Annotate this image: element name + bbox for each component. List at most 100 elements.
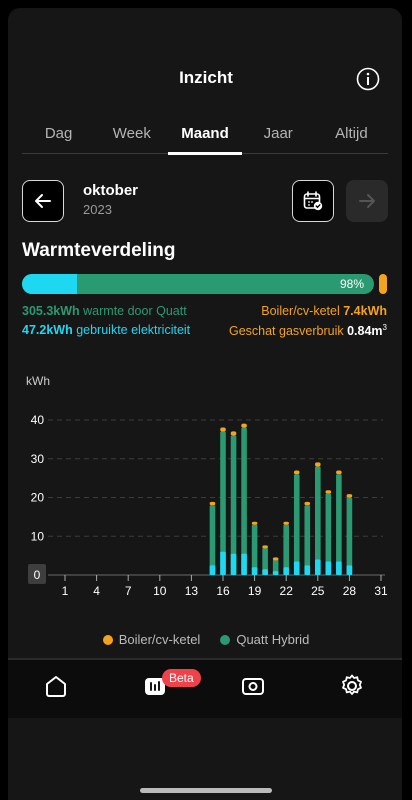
gas-value: 0.84m — [347, 324, 383, 339]
bar-boiler — [262, 545, 268, 549]
bar-boiler — [325, 490, 332, 494]
bar-quatt — [251, 524, 258, 575]
zero-badge — [28, 564, 46, 584]
bar-electricity — [220, 551, 226, 575]
daily-energy-chart: kWh 10 20 30 40 0 1 4 7 10 13 16 19 22 25 28 31 — [26, 374, 388, 598]
bar-boiler — [336, 470, 342, 475]
bar-quatt — [336, 474, 342, 575]
device-icon[interactable] — [239, 672, 267, 700]
insights-icon[interactable] — [141, 672, 169, 700]
bar-quatt — [304, 505, 311, 575]
bar-boiler — [209, 501, 216, 506]
bar-quatt — [241, 427, 247, 575]
x-tick-label: 19 — [248, 584, 262, 598]
bar-boiler — [293, 470, 300, 475]
boiler-value: 7.4kWh — [343, 304, 387, 318]
tab-maand[interactable]: Maand — [168, 120, 242, 155]
bar-electricity — [346, 565, 353, 575]
bar-boiler — [346, 494, 353, 498]
x-tick-label: 31 — [374, 584, 388, 598]
legend-dot-quatt — [220, 634, 231, 645]
bar-electricity — [315, 559, 321, 575]
period-tabs: Dag Week Maand Jaar Altijd — [22, 120, 388, 155]
boiler-segment — [379, 274, 387, 294]
bar-boiler — [241, 423, 247, 428]
tab-altijd[interactable]: Altijd — [335, 125, 368, 142]
tab-dag[interactable]: Dag — [44, 125, 73, 142]
boiler-stat: Boiler/cv-ketel 7.4kWh — [261, 304, 387, 318]
gas-stat: Geschat gasverbruik 0.84m3 — [229, 323, 387, 338]
y-zero-label: 0 — [34, 568, 41, 582]
y-tick-label: 20 — [31, 491, 45, 505]
gas-unit-sup: 3 — [382, 323, 387, 332]
electricity-value: 47.2kWh — [22, 323, 73, 337]
heat-distribution-bar: 98% — [22, 274, 374, 294]
bar-boiler — [272, 557, 279, 561]
bar-boiler — [315, 462, 321, 467]
x-tick-label: 13 — [185, 584, 199, 598]
bar-quatt — [325, 493, 332, 575]
period-month: oktober — [83, 182, 139, 199]
x-tick-label: 22 — [280, 584, 294, 598]
bar-electricity — [293, 561, 300, 575]
bar-quatt — [262, 547, 268, 575]
beta-badge: Beta — [162, 669, 201, 687]
bar-electricity — [283, 567, 289, 575]
bar-quatt — [220, 431, 226, 575]
x-tick-label: 4 — [93, 584, 100, 598]
section-title: Warmteverdeling — [22, 240, 176, 261]
bar-quatt — [315, 466, 321, 575]
legend-item-boiler: Boiler/cv-ketel — [102, 632, 201, 647]
bar-electricity — [336, 561, 342, 575]
tab-week[interactable]: Week — [112, 125, 151, 142]
next-period-button[interactable] — [346, 180, 388, 222]
chart-legend: Boiler/cv-ketel Quatt Hybrid — [0, 632, 412, 647]
home-icon[interactable] — [42, 672, 70, 700]
x-tick-label: 7 — [125, 584, 132, 598]
arrow-right-icon — [359, 194, 375, 208]
tab-jaar[interactable]: Jaar — [263, 125, 293, 142]
bar-quatt — [346, 497, 353, 575]
bar-electricity — [325, 561, 332, 575]
legend-item-quatt: Quatt Hybrid — [220, 632, 309, 647]
y-axis-unit: kWh — [26, 374, 50, 388]
bar-electricity — [209, 565, 216, 575]
bar-electricity — [251, 567, 258, 575]
legend-label-boiler: Boiler/cv-ketel — [118, 632, 201, 647]
bar-quatt — [283, 524, 289, 575]
previous-period-button[interactable] — [22, 180, 64, 222]
x-tick-label: 28 — [343, 584, 357, 598]
page-title: Inzicht — [179, 68, 233, 87]
y-tick-label: 40 — [31, 413, 45, 427]
bar-quatt — [293, 474, 300, 575]
period-year: 2023 — [83, 202, 112, 217]
heat-label: warmte door Quatt — [83, 304, 187, 318]
bar-boiler — [230, 431, 237, 436]
bar-quatt — [209, 505, 216, 575]
x-tick-label: 16 — [216, 584, 230, 598]
electricity-label: gebruikte elektriciteit — [76, 323, 191, 337]
legend-dot-boiler — [102, 634, 113, 645]
bar-electricity — [262, 569, 268, 575]
heat-value: 305.3kWh — [22, 304, 80, 318]
bar-boiler — [304, 501, 311, 506]
bottom-navigation — [8, 658, 402, 718]
x-tick-label: 1 — [62, 584, 69, 598]
bar-electricity — [304, 565, 311, 575]
bar-electricity — [230, 553, 237, 575]
bar-boiler — [251, 521, 258, 525]
bar-electricity — [241, 553, 247, 575]
arrow-left-icon — [35, 194, 51, 208]
y-tick-label: 10 — [31, 529, 45, 543]
settings-icon[interactable] — [338, 672, 366, 700]
heat-percent-label: 98% — [339, 277, 364, 291]
info-icon[interactable] — [356, 67, 380, 91]
electricity-stat: 47.2kWh gebruikte elektriciteit — [22, 323, 190, 337]
bar-electricity — [272, 571, 279, 575]
calendar-button[interactable] — [292, 180, 334, 222]
gas-label: Geschat gasverbruik — [228, 324, 344, 339]
bar-quatt — [230, 435, 237, 575]
home-indicator — [140, 788, 272, 793]
x-tick-label: 10 — [153, 584, 167, 598]
bar-boiler — [220, 427, 226, 432]
